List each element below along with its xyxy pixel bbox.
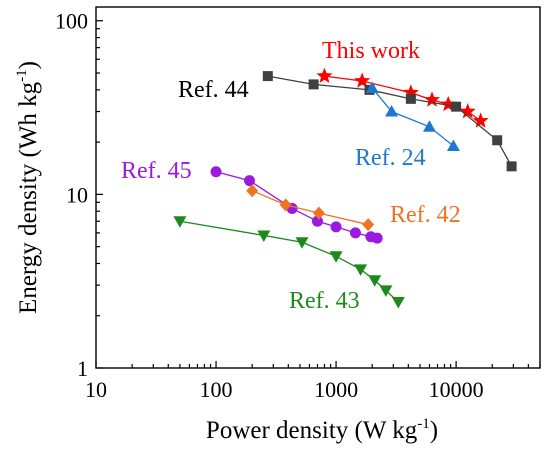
data-point-ref-43 [354,264,368,276]
data-point-ref-44 [308,79,319,90]
data-point-ref-43 [257,230,271,242]
data-point-ref-42 [362,218,375,232]
data-point-ref-24 [446,139,460,151]
data-point-ref-43 [295,237,309,249]
x-tick-label: 10000 [429,377,484,402]
data-point-ref-43 [329,251,343,263]
x-tick-label: 1000 [314,377,358,402]
series-label-ref-44: Ref. 44 [178,77,249,103]
data-point-ref-45 [371,232,383,244]
y-tick-label: 100 [55,9,88,34]
data-point-this-work [402,84,419,100]
data-point-ref-45 [349,227,361,239]
data-point-this-work [354,72,371,88]
x-tick-label: 10 [85,377,107,402]
data-point-this-work [316,67,333,83]
data-point-ref-45 [330,221,342,233]
data-point-this-work [423,91,441,107]
data-point-ref-42 [312,206,325,220]
data-point-ref-44 [506,161,517,172]
y-tick-label: 10 [66,182,88,207]
data-point-ref-43 [173,216,187,228]
x-tick-label: 100 [200,377,233,402]
series-label-ref-24: Ref. 24 [355,145,426,171]
series-line-this-work [324,75,481,122]
series-line-ref-42 [251,190,369,226]
data-point-ref-24 [365,81,379,93]
data-point-ref-43 [368,275,382,287]
series-label-ref-42: Ref. 42 [390,202,461,228]
data-point-ref-45 [210,166,222,178]
data-point-ref-43 [391,296,405,309]
series-label-this-work: This work [322,38,420,64]
data-point-ref-24 [385,105,399,117]
data-point-this-work [440,95,457,112]
x-axis-label: Power density (W kg-1) [206,416,438,444]
data-point-ref-24 [422,120,436,132]
data-point-ref-43 [379,285,393,297]
data-point-ref-45 [243,175,255,187]
data-point-ref-44 [451,101,462,112]
data-point-ref-44 [262,71,273,82]
y-tick-label: 1 [77,356,88,381]
series-label-ref-45: Ref. 45 [121,158,192,184]
data-point-ref-45 [311,215,323,227]
data-point-this-work [472,112,489,128]
data-point-ref-44 [405,93,416,104]
data-point-ref-44 [492,135,503,146]
y-axis-label: Energy density (Wh kg-1) [14,61,42,314]
data-point-ref-42 [246,184,259,198]
data-point-this-work [459,103,476,119]
data-point-ref-42 [279,198,292,212]
series-line-ref-24 [371,87,454,147]
series-label-ref-43: Ref. 43 [289,288,360,314]
